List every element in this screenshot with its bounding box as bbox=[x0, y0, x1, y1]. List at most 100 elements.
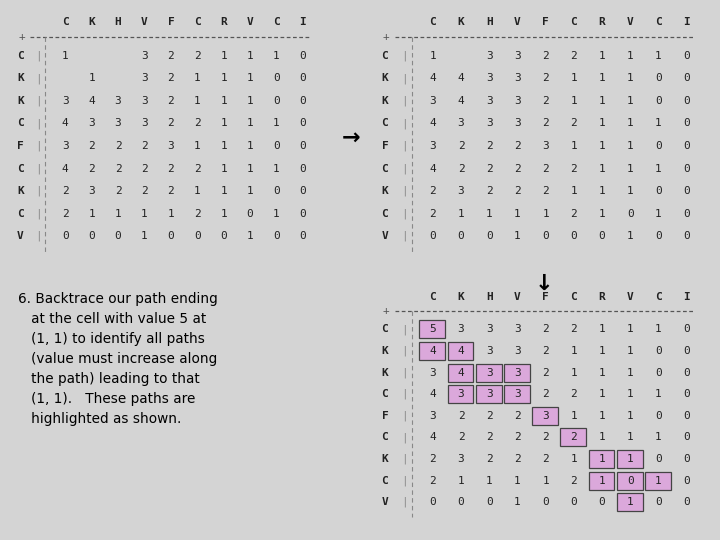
Text: 3: 3 bbox=[429, 96, 436, 106]
Text: 2: 2 bbox=[114, 164, 122, 173]
Text: 4: 4 bbox=[429, 433, 436, 442]
Text: 0: 0 bbox=[429, 231, 436, 241]
Text: 1: 1 bbox=[486, 208, 492, 219]
Text: +: + bbox=[383, 32, 390, 42]
Text: 2: 2 bbox=[168, 186, 174, 196]
Text: 3: 3 bbox=[458, 325, 464, 334]
Bar bbox=[588, 450, 614, 468]
Text: 0: 0 bbox=[655, 186, 662, 196]
Text: |: | bbox=[401, 454, 408, 464]
Text: 1: 1 bbox=[627, 96, 634, 106]
Text: C: C bbox=[429, 17, 436, 27]
Text: 3: 3 bbox=[114, 118, 122, 129]
Text: 2: 2 bbox=[570, 325, 577, 334]
Text: |: | bbox=[401, 186, 408, 197]
Text: 1: 1 bbox=[627, 231, 634, 241]
Text: C: C bbox=[570, 292, 577, 302]
Text: 1: 1 bbox=[89, 208, 95, 219]
Text: |: | bbox=[401, 118, 408, 129]
Text: K: K bbox=[382, 346, 388, 356]
Text: C: C bbox=[382, 164, 388, 173]
Bar bbox=[617, 450, 643, 468]
Text: 1: 1 bbox=[627, 389, 634, 399]
Text: 1: 1 bbox=[598, 141, 606, 151]
Text: 1: 1 bbox=[598, 346, 606, 356]
Text: 2: 2 bbox=[89, 164, 95, 173]
Text: |: | bbox=[401, 367, 408, 378]
Text: 1: 1 bbox=[194, 96, 201, 106]
Text: 0: 0 bbox=[486, 231, 492, 241]
Text: H: H bbox=[486, 292, 492, 302]
Text: 2: 2 bbox=[570, 208, 577, 219]
Text: 0: 0 bbox=[655, 454, 662, 464]
Text: V: V bbox=[514, 17, 521, 27]
Text: 0: 0 bbox=[300, 208, 306, 219]
Text: 0: 0 bbox=[683, 476, 690, 485]
Text: 3: 3 bbox=[486, 325, 492, 334]
Text: 2: 2 bbox=[429, 454, 436, 464]
Text: 0: 0 bbox=[683, 186, 690, 196]
Text: F: F bbox=[168, 17, 174, 27]
Text: 0: 0 bbox=[300, 231, 306, 241]
Text: 2: 2 bbox=[89, 141, 95, 151]
Text: 5: 5 bbox=[429, 325, 436, 334]
Text: 1: 1 bbox=[627, 141, 634, 151]
Text: ↓: ↓ bbox=[534, 273, 553, 294]
Text: 4: 4 bbox=[458, 73, 464, 83]
Text: 3: 3 bbox=[514, 368, 521, 377]
Text: I: I bbox=[300, 17, 306, 27]
Text: 1: 1 bbox=[514, 208, 521, 219]
Text: C: C bbox=[62, 17, 68, 27]
Text: 2: 2 bbox=[570, 118, 577, 129]
Text: 0: 0 bbox=[683, 164, 690, 173]
Text: 1: 1 bbox=[220, 164, 227, 173]
Text: |: | bbox=[401, 346, 408, 356]
Text: 0: 0 bbox=[683, 208, 690, 219]
Text: 1: 1 bbox=[598, 368, 606, 377]
Text: 2: 2 bbox=[194, 118, 201, 129]
Text: F: F bbox=[17, 141, 24, 151]
Text: 0: 0 bbox=[655, 96, 662, 106]
Text: 0: 0 bbox=[570, 231, 577, 241]
Text: 1: 1 bbox=[627, 73, 634, 83]
Text: 1: 1 bbox=[194, 73, 201, 83]
Text: 4: 4 bbox=[458, 96, 464, 106]
Text: 2: 2 bbox=[514, 164, 521, 173]
Text: 0: 0 bbox=[683, 497, 690, 507]
Bar bbox=[476, 363, 502, 382]
Text: |: | bbox=[401, 497, 408, 508]
Text: H: H bbox=[114, 17, 122, 27]
Text: 0: 0 bbox=[655, 368, 662, 377]
Text: 0: 0 bbox=[429, 497, 436, 507]
Text: 0: 0 bbox=[655, 346, 662, 356]
Text: 3: 3 bbox=[486, 389, 492, 399]
Text: 3: 3 bbox=[141, 118, 148, 129]
Text: |: | bbox=[35, 73, 42, 84]
Text: K: K bbox=[17, 73, 24, 83]
Text: 2: 2 bbox=[168, 96, 174, 106]
Text: 1: 1 bbox=[598, 389, 606, 399]
Text: 1: 1 bbox=[598, 51, 606, 61]
Text: 0: 0 bbox=[683, 231, 690, 241]
Text: |: | bbox=[401, 96, 408, 106]
Text: V: V bbox=[382, 497, 388, 507]
Text: K: K bbox=[382, 73, 388, 83]
Text: 2: 2 bbox=[514, 433, 521, 442]
Text: 2: 2 bbox=[429, 208, 436, 219]
Text: V: V bbox=[17, 231, 24, 241]
Text: 3: 3 bbox=[141, 96, 148, 106]
Text: 3: 3 bbox=[141, 51, 148, 61]
Text: K: K bbox=[458, 292, 464, 302]
Text: 3: 3 bbox=[486, 346, 492, 356]
Text: 1: 1 bbox=[655, 118, 662, 129]
Text: 2: 2 bbox=[62, 186, 68, 196]
Text: C: C bbox=[17, 208, 24, 219]
Text: |: | bbox=[401, 324, 408, 335]
Text: 1: 1 bbox=[273, 164, 280, 173]
Text: C: C bbox=[570, 17, 577, 27]
Text: C: C bbox=[17, 51, 24, 61]
Text: 3: 3 bbox=[62, 141, 68, 151]
Text: 1: 1 bbox=[627, 411, 634, 421]
Text: 1: 1 bbox=[514, 231, 521, 241]
Text: 1: 1 bbox=[542, 476, 549, 485]
